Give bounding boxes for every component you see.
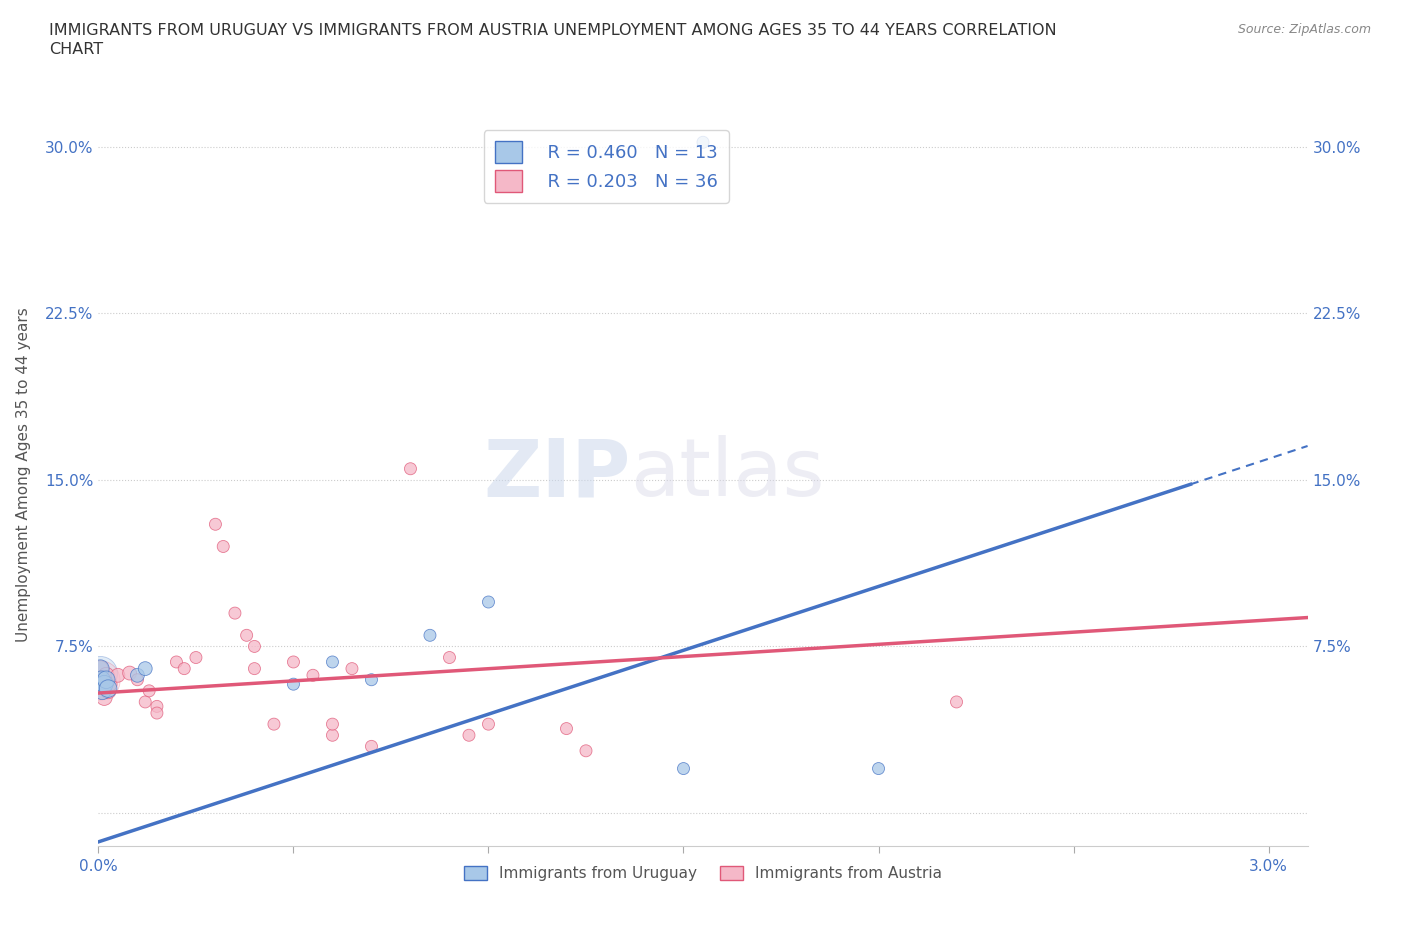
Point: [321, 655, 343, 670]
Point: [184, 650, 207, 665]
Point: [90, 684, 112, 698]
Point: [98, 677, 121, 692]
Point: [127, 672, 149, 687]
Point: [399, 461, 422, 476]
Point: [173, 661, 195, 676]
Point: [94, 672, 117, 687]
Point: [134, 661, 156, 676]
Point: [91, 677, 114, 692]
Point: [458, 728, 481, 743]
Point: [89, 672, 111, 687]
Point: [224, 605, 246, 620]
Point: [868, 761, 890, 776]
Point: [96, 672, 118, 687]
Point: [283, 677, 305, 692]
Point: [97, 684, 120, 698]
Text: Source: ZipAtlas.com: Source: ZipAtlas.com: [1237, 23, 1371, 36]
Point: [165, 655, 187, 670]
Point: [477, 717, 499, 732]
Point: [555, 721, 578, 736]
Point: [146, 699, 169, 714]
Point: [243, 639, 266, 654]
Point: [212, 539, 235, 554]
Point: [90, 672, 112, 687]
Point: [134, 695, 156, 710]
Text: atlas: atlas: [630, 435, 825, 513]
Point: [263, 717, 285, 732]
Point: [321, 728, 343, 743]
Point: [89, 661, 111, 676]
Point: [243, 661, 266, 676]
Point: [107, 668, 129, 683]
Point: [575, 743, 598, 758]
Point: [89, 661, 111, 676]
Point: [439, 650, 461, 665]
Point: [360, 739, 382, 754]
Text: IMMIGRANTS FROM URUGUAY VS IMMIGRANTS FROM AUSTRIA UNEMPLOYMENT AMONG AGES 35 TO: IMMIGRANTS FROM URUGUAY VS IMMIGRANTS FR…: [49, 23, 1057, 38]
Point: [945, 695, 967, 710]
Point: [96, 668, 118, 683]
Text: CHART: CHART: [49, 42, 103, 57]
Point: [91, 684, 114, 698]
Y-axis label: Unemployment Among Ages 35 to 44 years: Unemployment Among Ages 35 to 44 years: [17, 307, 31, 642]
Point: [93, 690, 115, 705]
Point: [302, 668, 325, 683]
Point: [118, 666, 141, 681]
Point: [692, 135, 714, 150]
Point: [146, 706, 169, 721]
Point: [93, 677, 115, 692]
Point: [321, 717, 343, 732]
Point: [97, 681, 120, 696]
Point: [89, 666, 111, 681]
Point: [340, 661, 363, 676]
Point: [235, 628, 257, 643]
Point: [672, 761, 695, 776]
Point: [283, 655, 305, 670]
Point: [204, 517, 226, 532]
Point: [360, 672, 382, 687]
Point: [91, 672, 114, 687]
Point: [419, 628, 441, 643]
Point: [138, 684, 160, 698]
Point: [127, 668, 149, 683]
Point: [477, 594, 499, 609]
Text: ZIP: ZIP: [484, 435, 630, 513]
Legend: Immigrants from Uruguay, Immigrants from Austria: Immigrants from Uruguay, Immigrants from…: [458, 859, 948, 887]
